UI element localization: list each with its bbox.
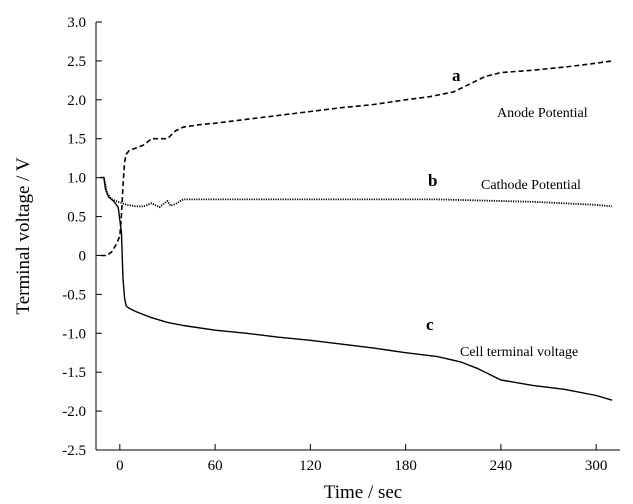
series-c-letter: c — [426, 315, 434, 334]
y-ticks: 3.0 2.5 2.0 1.5 1.0 0.5 0 -0.5 -1.0 -1.5 -2.0 -2.5 — [62, 15, 102, 459]
y-tick-label: -1.0 — [62, 326, 86, 342]
series-a-letter: a — [452, 66, 461, 85]
y-tick-label: 3.0 — [67, 15, 86, 31]
series-a-label: Anode Potential — [497, 106, 588, 121]
x-ticks: 0 60 120 180 240 300 — [116, 444, 607, 474]
x-tick-label: 120 — [299, 458, 322, 474]
y-tick-label: -2.0 — [62, 404, 86, 420]
x-tick-label: 300 — [585, 458, 608, 474]
x-tick-label: 0 — [116, 458, 124, 474]
series-b-letter: b — [428, 171, 437, 190]
y-tick-label: 0 — [79, 248, 87, 264]
series-b-label: Cathode Potential — [481, 178, 581, 193]
x-tick-label: 60 — [208, 458, 223, 474]
x-axis-label: Time / sec — [324, 482, 402, 503]
series-layer — [100, 60, 613, 401]
x-tick-label: 240 — [490, 458, 513, 474]
y-tick-label: 1.0 — [67, 171, 86, 187]
series-line-c — [100, 176, 613, 401]
series-line-a — [100, 60, 613, 257]
x-tick-label: 180 — [394, 458, 417, 474]
y-tick-label: -0.5 — [62, 287, 86, 303]
y-tick-label: 2.0 — [67, 93, 86, 109]
y-tick-label: 1.5 — [67, 132, 86, 148]
plot-area — [95, 22, 620, 451]
series-c-label: Cell terminal voltage — [460, 345, 578, 360]
y-tick-label: 2.5 — [67, 54, 86, 70]
y-axis-label: Terminal voltage / V — [13, 157, 34, 314]
y-tick-label: 0.5 — [67, 210, 86, 226]
y-tick-label: -1.5 — [62, 365, 86, 381]
y-tick-label: -2.5 — [62, 443, 86, 459]
series-line-b — [100, 176, 613, 209]
